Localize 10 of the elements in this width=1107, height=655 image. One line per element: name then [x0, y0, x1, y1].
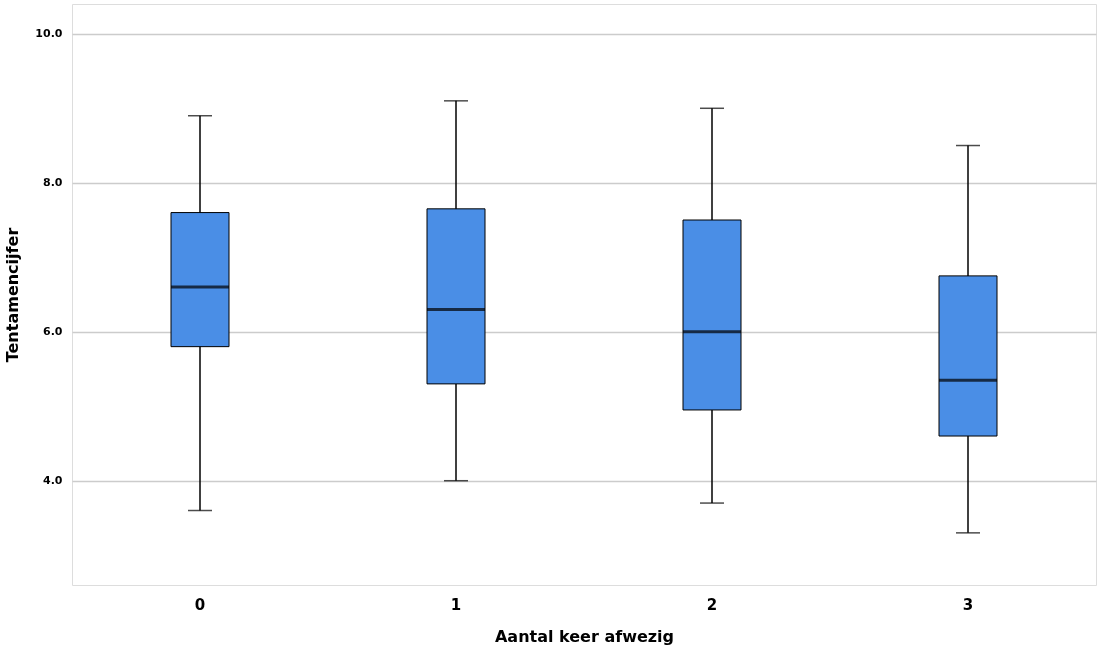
x-tick-label: 3	[962, 595, 974, 614]
y-tick-label: 6.0	[43, 325, 63, 339]
y-tick-label: 8.0	[43, 176, 63, 190]
x-tick-label: 1	[450, 595, 462, 614]
y-tick-label: 10.0	[35, 27, 63, 41]
y-axis-title: Tentamencijfer	[3, 227, 23, 363]
y-tick-label: 4.0	[43, 474, 63, 488]
x-tick-label: 0	[194, 595, 206, 614]
x-tick-label: 2	[706, 595, 718, 614]
x-axis-title: Aantal keer afwezig	[494, 626, 675, 646]
